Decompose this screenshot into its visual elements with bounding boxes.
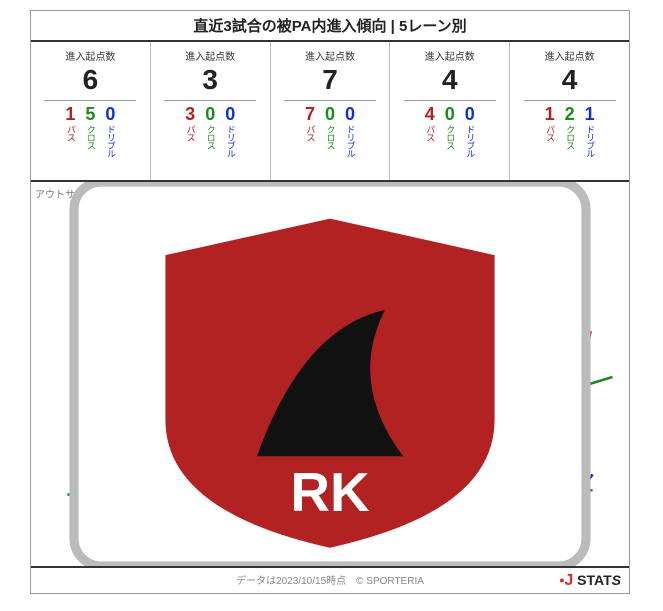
- lane-cross-col: 0 クロス: [205, 105, 215, 157]
- lane-summary: 進入起点数 41 パス 2 クロス 1 ドリブル: [510, 42, 629, 180]
- lane-cross-count: 2: [565, 105, 575, 123]
- lane-cross-label: クロス: [445, 125, 454, 149]
- lane-pass-label: パス: [305, 125, 314, 141]
- lane-total: 7: [322, 65, 338, 96]
- entry-arrow: [67, 494, 437, 528]
- lane-cross-label: クロス: [565, 125, 574, 149]
- footer: データは2023/10/15時点 © SPORTERIA •J STATS: [31, 568, 629, 593]
- lane-sub-row: 7 パス 0 クロス 0 ドリブル: [305, 105, 355, 157]
- lane-cross-col: 5 クロス: [85, 105, 95, 157]
- lane-sub-row: 1 パス 2 クロス 1 ドリブル: [545, 105, 595, 157]
- six-yard-box: [266, 528, 393, 566]
- lane-sub-row: 1 パス 5 クロス 0 ドリブル: [65, 105, 115, 157]
- lane-cross-col: 0 クロス: [325, 105, 335, 157]
- lane-cross-col: 2 クロス: [565, 105, 575, 157]
- lane-summary: 進入起点数 44 パス 0 クロス 0 ドリブル: [390, 42, 510, 180]
- lane-cross-count: 5: [85, 105, 95, 123]
- entry-arrow: [545, 474, 593, 536]
- entry-arrow: [135, 397, 441, 469]
- footer-text: データは2023/10/15時点 © SPORTERIA: [236, 576, 424, 587]
- lane-dribble-count: 0: [465, 105, 475, 123]
- lane-header-label: 進入起点数: [185, 48, 235, 63]
- lane-total: 4: [442, 65, 458, 96]
- lane-pass-label: パス: [425, 125, 434, 141]
- lane-summary: 進入起点数 77 パス 0 クロス 0 ドリブル: [271, 42, 391, 180]
- lane-sub-row: 4 パス 0 クロス 0 ドリブル: [425, 105, 475, 157]
- lane-dribble-count: 1: [585, 105, 595, 123]
- entry-arrow: [557, 331, 591, 492]
- lane-cross-label: クロス: [325, 125, 334, 149]
- lane-sub-row: 3 パス 0 クロス 0 ドリブル: [185, 105, 235, 157]
- lane-dribble-label: ドリブル: [226, 125, 235, 157]
- lane-cross-count: 0: [205, 105, 215, 123]
- lane-header-label: 進入起点数: [425, 48, 475, 63]
- entry-arrow: [83, 447, 294, 505]
- lane-pass-count: 1: [65, 105, 75, 123]
- penalty-spot: [328, 492, 332, 496]
- lane-summary: 進入起点数 33 パス 0 クロス 0 ドリブル: [151, 42, 271, 180]
- jstats-logo: •J STATS: [559, 572, 621, 590]
- lane-dribble-count: 0: [105, 105, 115, 123]
- lane-dribble-count: 0: [225, 105, 235, 123]
- lane-total: 6: [83, 65, 99, 96]
- lane-header-label: 進入起点数: [305, 48, 355, 63]
- lane-pass-col: 7 パス: [305, 105, 315, 157]
- lane-dribble-col: 0 ドリブル: [105, 105, 115, 157]
- lane-cross-label: クロス: [86, 125, 95, 149]
- lane-cross-label: クロス: [206, 125, 215, 149]
- entry-arrow: [147, 425, 380, 532]
- lane-pass-count: 3: [185, 105, 195, 123]
- lane-total: 3: [202, 65, 218, 96]
- lane-dribble-label: ドリブル: [346, 125, 355, 157]
- entry-arrow: [286, 461, 592, 491]
- entry-arrow: [424, 242, 438, 401]
- lane-header-label: 進入起点数: [545, 48, 595, 63]
- lane-pass-col: 3 パス: [185, 105, 195, 157]
- lane-pass-col: 1 パス: [65, 105, 75, 157]
- lane-pass-col: 4 パス: [425, 105, 435, 157]
- lane-dribble-label: ドリブル: [585, 125, 594, 157]
- chart-title: 直近3試合の被PA内進入傾向 | 5レーン別: [31, 11, 629, 40]
- lane-cross-count: 0: [325, 105, 335, 123]
- pitch-svg: [31, 182, 629, 566]
- lane-dribble-col: 0 ドリブル: [465, 105, 475, 157]
- entry-arrow: [525, 299, 559, 478]
- lane-dribble-label: ドリブル: [106, 125, 115, 157]
- lane-pass-label: パス: [186, 125, 195, 141]
- lane-pass-label: パス: [545, 125, 554, 141]
- center-spot: [328, 182, 333, 184]
- lane-header-label: 進入起点数: [65, 48, 115, 63]
- lane-dribble-col: 0 ドリブル: [225, 105, 235, 157]
- pitch-area: アウトサイドハーフレーンセンターレーンハーフレーンアウトサイド RK: [31, 182, 629, 568]
- lane-pass-count: 1: [545, 105, 555, 123]
- lane-cross-count: 0: [445, 105, 455, 123]
- lane-dribble-col: 0 ドリブル: [345, 105, 355, 157]
- lane-pass-label: パス: [66, 125, 75, 141]
- lane-total: 4: [562, 65, 578, 96]
- lane-pass-count: 7: [305, 105, 315, 123]
- lane-dribble-col: 1 ドリブル: [585, 105, 595, 157]
- lane-dribble-count: 0: [345, 105, 355, 123]
- entry-arrow: [246, 377, 612, 488]
- lane-summary-row: 進入起点数61パス5クロス0ドリブル進入起点数33パス0クロス0ドリブル進入起点…: [31, 40, 629, 182]
- entry-arrow: [266, 240, 340, 439]
- lane-dribble-label: ドリブル: [465, 125, 474, 157]
- chart-container: 直近3試合の被PA内進入傾向 | 5レーン別 進入起点数61パス5クロス0ドリブ…: [30, 10, 630, 594]
- lane-summary: 進入起点数 61 パス 5 クロス 0 ドリブル: [31, 42, 151, 180]
- lane-pass-count: 4: [425, 105, 435, 123]
- lane-pass-col: 1 パス: [545, 105, 555, 157]
- lane-cross-col: 0 クロス: [445, 105, 455, 157]
